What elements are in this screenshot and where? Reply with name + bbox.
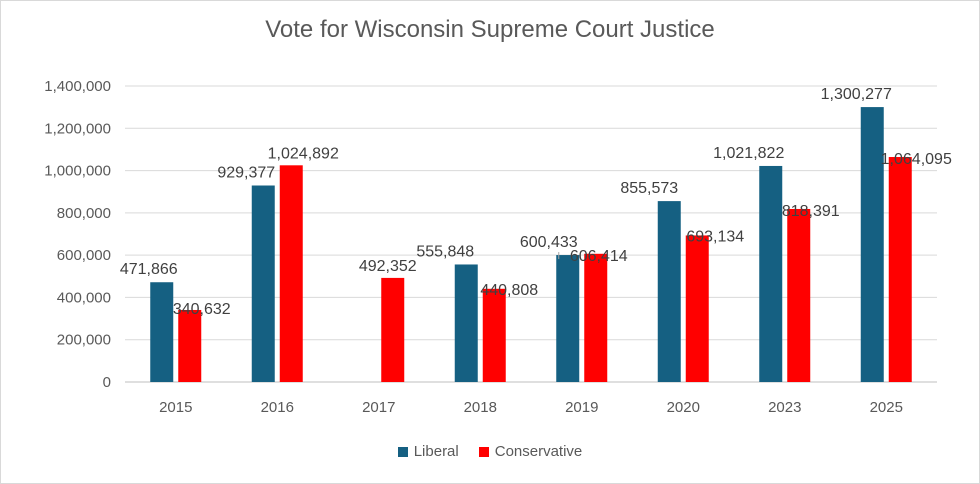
y-axis-ticks: 0 200,000 400,000 600,000 800,000 1,000,000 1,… [44,78,111,391]
data-label-liberal-2018: 555,848 [416,243,474,260]
data-label-conservative-2015: 340,632 [173,301,231,318]
data-label-liberal-2019: 600,433 [520,234,578,251]
bar-conservative-2015 [178,309,202,382]
chart-title: Vote for Wisconsin Supreme Court Justice [265,16,715,43]
data-label-conservative-2016: 1,024,892 [268,145,339,162]
bar-conservative-2023 [787,208,811,382]
bar-liberal-2025 [860,107,884,382]
bar-liberal-2023 [759,165,783,382]
y-tick-label: 400,000 [57,289,111,306]
legend-swatch-conservative [478,446,489,457]
bar-liberal-2019 [556,255,580,382]
bar-liberal-2015 [150,282,174,382]
legend-item-liberal: Liberal [397,443,459,460]
bar-conservative-2020 [685,235,709,382]
x-axis-ticks: 2015 2016 2017 2018 2019 2020 2023 2025 [159,399,903,416]
y-tick-label: 1,200,000 [44,120,111,137]
legend: Liberal Conservative [0,443,980,460]
y-tick-label: 600,000 [57,247,111,264]
data-label-conservative-2018: 440,808 [480,282,538,299]
y-tick-label: 1,400,000 [44,78,111,95]
data-label-liberal-2015: 471,866 [120,261,178,278]
legend-label-liberal: Liberal [413,443,459,460]
y-tick-label: 0 [103,374,111,391]
legend-swatch-liberal [397,446,408,457]
data-label-conservative-2020: 693,134 [686,228,744,245]
y-tick-label: 1,000,000 [44,163,111,180]
data-label-liberal-2020: 855,573 [620,180,678,197]
data-label-conservative-2017: 492,352 [359,258,417,275]
data-label-conservative-2025: 1,064,095 [881,151,952,168]
data-label-liberal-2025: 1,300,277 [821,86,892,103]
x-tick-label: 2020 [667,399,700,416]
data-labels: 471,866 929,377 555,848 600,433 855,573 1,021… [120,86,952,318]
bar-conservative-2025 [888,157,912,382]
data-label-conservative-2019: 606,414 [570,248,628,265]
x-tick-label: 2019 [565,399,598,416]
data-label-liberal-2023: 1,021,822 [713,145,784,162]
data-label-conservative-2023: 818,391 [782,203,840,220]
data-label-liberal-2016: 929,377 [217,165,275,182]
legend-item-conservative: Conservative [478,443,583,460]
x-tick-label: 2017 [362,399,395,416]
x-tick-label: 2023 [768,399,801,416]
legend-label-conservative: Conservative [494,443,583,460]
bar-liberal-2020 [657,201,681,382]
x-tick-label: 2025 [870,399,903,416]
bar-conservative-2017 [381,277,405,382]
y-tick-label: 800,000 [57,205,111,222]
bar-liberal-2018 [454,264,478,382]
bar-conservative-2018 [482,288,506,382]
bar-liberal-2016 [251,185,275,382]
bar-conservative-2016 [279,165,303,382]
x-tick-label: 2015 [159,399,192,416]
bar-conservative-2019 [584,253,608,382]
bars [150,107,912,382]
y-tick-label: 200,000 [57,332,111,349]
x-tick-label: 2018 [464,399,497,416]
x-tick-label: 2016 [261,399,294,416]
